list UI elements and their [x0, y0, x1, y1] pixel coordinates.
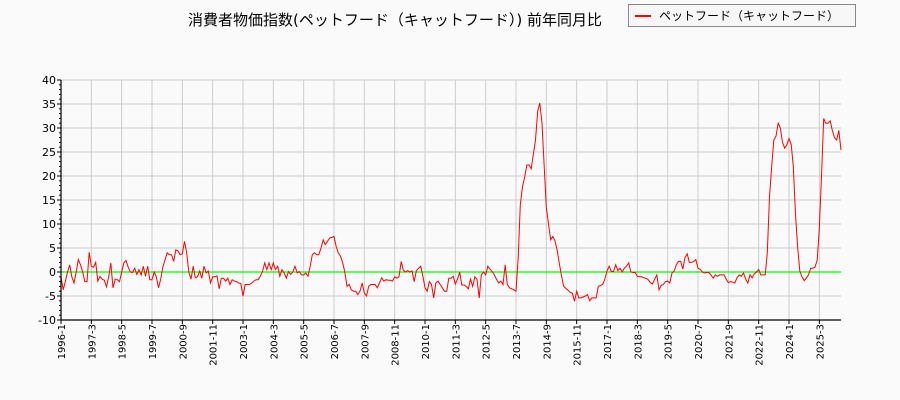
x-tick-label: 2014-9	[542, 324, 553, 359]
x-axis-ticks: 1996-1 1997-3 1998-5 1999-7 2000-9 2001-11 200…	[57, 320, 826, 366]
x-tick-label: 1997-3	[87, 324, 98, 359]
x-tick-label: 2015-11	[573, 324, 584, 366]
x-tick-label: 2010-1	[421, 324, 432, 359]
x-tick-label: 1999-7	[148, 324, 159, 359]
y-tick-label: 25	[42, 146, 56, 159]
x-tick-label: 2005-5	[300, 324, 311, 359]
x-tick-label: 2008-11	[391, 324, 402, 366]
x-tick-label: 2003-1	[239, 324, 250, 359]
y-tick-label: 0	[49, 266, 56, 279]
x-tick-label: 2021-9	[724, 324, 735, 359]
x-tick-label: 2001-11	[209, 324, 220, 366]
legend: ペットフード（キャットフード）	[628, 4, 856, 27]
x-tick-label: 2019-5	[664, 324, 675, 359]
y-tick-label: 40	[42, 74, 56, 87]
series-line-cat-food	[60, 102, 842, 302]
y-tick-label: 20	[42, 170, 56, 183]
x-tick-label: 2013-7	[512, 324, 523, 359]
x-tick-label: 2025-3	[815, 324, 826, 359]
x-tick-label: 2012-5	[482, 324, 493, 359]
y-tick-label: 35	[42, 98, 56, 111]
x-tick-label: 2024-1	[785, 324, 796, 359]
x-tick-label: 2017-1	[603, 324, 614, 359]
x-tick-label: 2020-7	[694, 324, 705, 359]
x-tick-label: 2006-7	[330, 324, 341, 359]
x-tick-label: 2004-3	[269, 324, 280, 359]
y-tick-label: 10	[42, 218, 56, 231]
x-tick-label: 2022-11	[755, 324, 766, 366]
y-tick-label: 15	[42, 194, 56, 207]
legend-label: ペットフード（キャットフード）	[659, 9, 840, 23]
x-tick-label: 2011-3	[451, 324, 462, 359]
x-tick-label: 1996-1	[57, 324, 68, 359]
y-tick-label: -10	[38, 314, 56, 327]
y-tick-label: 5	[49, 242, 56, 255]
chart-title: 消費者物価指数(ペットフード（キャットフード）) 前年同月比	[188, 11, 602, 29]
x-tick-label: 2007-9	[360, 324, 371, 359]
y-tick-label: -5	[45, 290, 56, 303]
y-tick-label: 30	[42, 122, 56, 135]
y-axis-ticks: -10 -5 0 5 10 15 20 25 30 35 40	[38, 74, 61, 327]
x-tick-label: 2000-9	[178, 324, 189, 359]
gridlines	[60, 79, 841, 321]
x-tick-label: 1998-5	[118, 324, 129, 359]
x-tick-label: 2018-3	[633, 324, 644, 359]
legend-swatch-red	[635, 14, 651, 17]
